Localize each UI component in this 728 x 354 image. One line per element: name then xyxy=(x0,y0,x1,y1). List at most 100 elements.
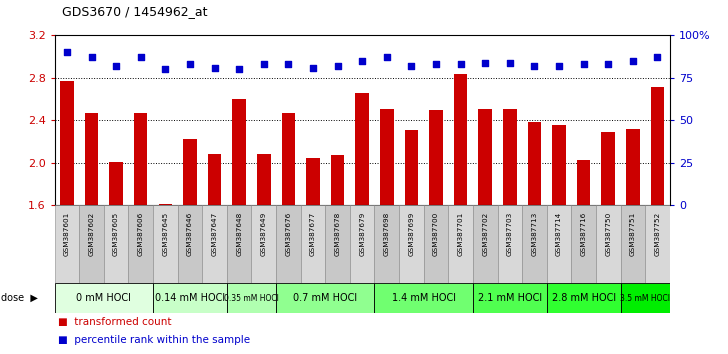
Point xyxy=(357,58,368,64)
Bar xyxy=(473,205,497,283)
Text: GSM387703: GSM387703 xyxy=(507,212,513,256)
Bar xyxy=(104,205,128,283)
Bar xyxy=(473,283,547,313)
Bar xyxy=(79,205,104,283)
Bar xyxy=(207,154,221,205)
Point xyxy=(504,60,515,65)
Bar xyxy=(528,122,541,205)
Bar xyxy=(497,205,522,283)
Bar xyxy=(55,283,153,313)
Text: GDS3670 / 1454962_at: GDS3670 / 1454962_at xyxy=(62,5,207,18)
Text: GSM387751: GSM387751 xyxy=(630,212,636,256)
Bar xyxy=(251,205,276,283)
Text: 0.7 mM HOCl: 0.7 mM HOCl xyxy=(293,293,357,303)
Point xyxy=(258,62,269,67)
Bar xyxy=(153,283,227,313)
Bar xyxy=(227,205,251,283)
Bar xyxy=(651,87,664,205)
Bar xyxy=(478,109,492,205)
Bar xyxy=(571,205,596,283)
Point xyxy=(480,60,491,65)
Bar xyxy=(350,205,374,283)
Text: GSM387677: GSM387677 xyxy=(310,212,316,256)
Bar xyxy=(227,283,276,313)
Text: 1.4 mM HOCl: 1.4 mM HOCl xyxy=(392,293,456,303)
Text: 3.5 mM HOCl: 3.5 mM HOCl xyxy=(620,294,670,303)
Bar xyxy=(183,139,197,205)
Bar xyxy=(380,109,394,205)
Text: ■  percentile rank within the sample: ■ percentile rank within the sample xyxy=(58,335,250,345)
Point xyxy=(86,55,98,60)
Bar xyxy=(620,283,670,313)
Bar xyxy=(257,154,271,205)
Point xyxy=(578,62,590,67)
Bar xyxy=(645,205,670,283)
Point xyxy=(627,58,638,64)
Bar xyxy=(547,205,571,283)
Text: GSM387701: GSM387701 xyxy=(458,212,464,256)
Text: GSM387645: GSM387645 xyxy=(162,212,168,256)
Point xyxy=(405,63,417,69)
Text: dose  ▶: dose ▶ xyxy=(1,293,39,303)
Text: GSM387699: GSM387699 xyxy=(408,212,414,256)
Bar xyxy=(374,205,399,283)
Bar xyxy=(503,109,517,205)
Bar xyxy=(282,113,295,205)
Bar xyxy=(134,113,148,205)
Point xyxy=(430,62,442,67)
Bar xyxy=(430,110,443,205)
Text: GSM387649: GSM387649 xyxy=(261,212,266,256)
Bar xyxy=(547,283,620,313)
Bar xyxy=(128,205,153,283)
Point xyxy=(332,63,344,69)
Bar xyxy=(448,205,473,283)
Text: GSM387700: GSM387700 xyxy=(433,212,439,256)
Bar xyxy=(620,205,645,283)
Bar xyxy=(374,283,473,313)
Bar xyxy=(306,158,320,205)
Point xyxy=(307,65,319,70)
Bar xyxy=(153,205,178,283)
Bar xyxy=(601,132,615,205)
Text: GSM387750: GSM387750 xyxy=(605,212,612,256)
Bar xyxy=(553,125,566,205)
Text: GSM387605: GSM387605 xyxy=(113,212,119,256)
Text: GSM387679: GSM387679 xyxy=(359,212,365,256)
Text: GSM387678: GSM387678 xyxy=(335,212,341,256)
Point xyxy=(455,62,467,67)
Text: GSM387716: GSM387716 xyxy=(581,212,587,256)
Point xyxy=(135,55,146,60)
Bar xyxy=(55,205,79,283)
Bar xyxy=(159,204,172,205)
Bar xyxy=(202,205,227,283)
Text: GSM387752: GSM387752 xyxy=(654,212,660,256)
Bar xyxy=(276,205,301,283)
Bar xyxy=(60,81,74,205)
Text: GSM387713: GSM387713 xyxy=(531,212,537,256)
Point xyxy=(381,55,392,60)
Text: 0.35 mM HOCl: 0.35 mM HOCl xyxy=(224,294,279,303)
Bar xyxy=(84,113,98,205)
Point xyxy=(652,55,663,60)
Point xyxy=(111,63,122,69)
Text: GSM387702: GSM387702 xyxy=(482,212,488,256)
Bar xyxy=(626,129,640,205)
Bar xyxy=(178,205,202,283)
Text: GSM387646: GSM387646 xyxy=(187,212,193,256)
Text: GSM387606: GSM387606 xyxy=(138,212,143,256)
Text: ■  transformed count: ■ transformed count xyxy=(58,317,172,327)
Bar xyxy=(109,162,123,205)
Bar xyxy=(301,205,325,283)
Text: 2.1 mM HOCl: 2.1 mM HOCl xyxy=(478,293,542,303)
Bar xyxy=(577,160,590,205)
Point xyxy=(553,63,565,69)
Text: GSM387647: GSM387647 xyxy=(212,212,218,256)
Bar xyxy=(522,205,547,283)
Text: 0 mM HOCl: 0 mM HOCl xyxy=(76,293,131,303)
Bar xyxy=(355,93,369,205)
Bar xyxy=(454,74,467,205)
Point xyxy=(282,62,294,67)
Text: GSM387698: GSM387698 xyxy=(384,212,389,256)
Bar xyxy=(405,130,418,205)
Bar xyxy=(276,283,374,313)
